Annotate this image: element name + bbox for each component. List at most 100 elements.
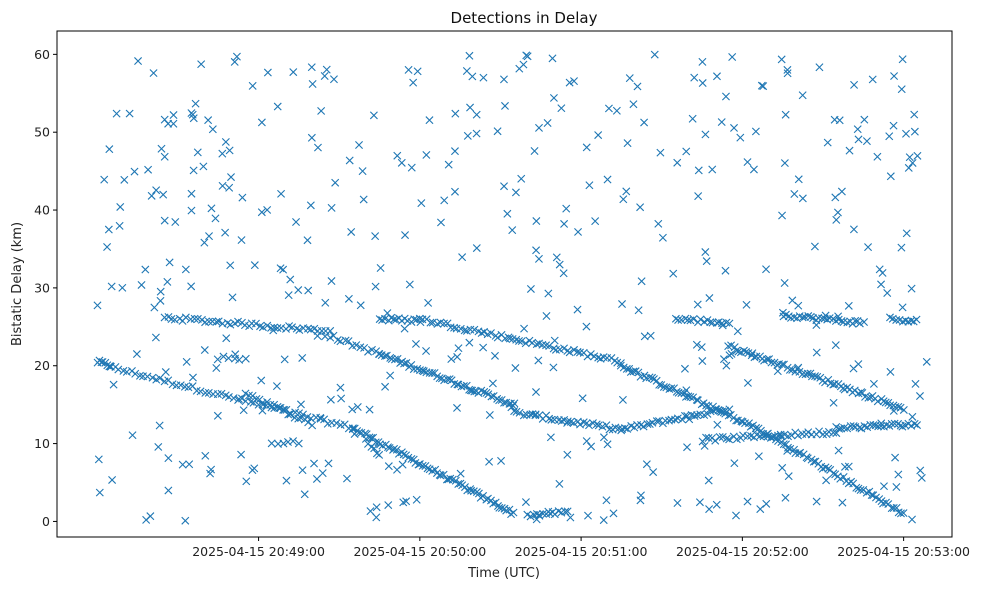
- data-point-764: [355, 141, 364, 149]
- data-point-878: [534, 356, 543, 365]
- data-point-898: [585, 181, 594, 190]
- data-point-1211: [499, 75, 508, 84]
- data-point-467: [689, 393, 698, 402]
- data-point-679: [829, 428, 838, 437]
- data-point-1166: [891, 453, 900, 462]
- data-point-1130: [146, 512, 155, 521]
- data-point-1057: [877, 419, 886, 428]
- data-point-1109: [276, 264, 285, 273]
- data-point-756: [294, 439, 303, 448]
- data-point-757: [213, 355, 222, 364]
- data-point-1012: [221, 228, 230, 237]
- data-point-939: [546, 509, 555, 518]
- data-point-896: [713, 420, 722, 429]
- data-point-1157: [559, 269, 568, 278]
- data-point-116: [460, 483, 469, 492]
- data-point-978: [837, 187, 846, 196]
- data-point-98: [418, 461, 427, 470]
- data-point-831: [181, 516, 190, 525]
- data-point-1138: [890, 72, 899, 81]
- y-axis: 0 10 20 30 40 50 60: [34, 47, 57, 529]
- data-point-981: [94, 455, 103, 464]
- data-point-1004: [303, 236, 312, 245]
- x-tick-label-4: 2025-04-15 20:53:00: [837, 544, 970, 559]
- data-point-995: [104, 225, 113, 234]
- data-point-1141: [231, 350, 240, 359]
- data-point-248: [465, 385, 474, 394]
- data-point-835: [125, 109, 134, 118]
- data-point-807: [712, 72, 721, 81]
- data-point-160: [190, 314, 199, 323]
- data-point-959: [269, 326, 278, 335]
- data-point-905: [532, 388, 540, 397]
- data-point-622: [854, 389, 863, 398]
- data-point-1094: [187, 189, 196, 198]
- data-point-1045: [93, 301, 102, 310]
- data-point-960: [570, 77, 578, 86]
- data-point-605: [811, 372, 820, 381]
- data-point-971: [160, 115, 169, 124]
- y-axis-label: Bistatic Delay (km): [10, 222, 25, 346]
- data-point-793: [777, 55, 786, 64]
- data-point-364: [378, 316, 387, 325]
- data-point-1219: [922, 357, 931, 366]
- data-point-516: [809, 457, 818, 466]
- data-point-440: [622, 364, 631, 373]
- data-point-318: [667, 415, 676, 424]
- data-point-998: [342, 474, 351, 483]
- data-point-15: [135, 371, 144, 380]
- data-point-758: [219, 352, 228, 361]
- y-tick-label-2: 20: [34, 358, 50, 373]
- data-point-564: [706, 318, 715, 327]
- data-point-935: [736, 133, 745, 142]
- data-point-1121: [841, 462, 849, 471]
- data-point-613: [830, 379, 839, 388]
- data-point-1115: [400, 324, 409, 333]
- data-point-814: [497, 456, 506, 465]
- data-point-913: [781, 493, 790, 502]
- data-point-881: [292, 218, 301, 226]
- data-point-1176: [451, 109, 460, 118]
- data-point-1191: [381, 382, 390, 391]
- data-point-792: [732, 511, 740, 520]
- data-point-669: [794, 431, 803, 440]
- data-point-1186: [719, 355, 728, 364]
- data-point-112: [451, 476, 460, 485]
- data-point-470: [697, 400, 706, 409]
- y-tick-label-3: 30: [34, 280, 50, 295]
- y-tick-label-4: 40: [34, 203, 50, 218]
- data-point-203: [344, 337, 353, 346]
- x-tick-label-1: 2025-04-15 20:50:00: [353, 544, 486, 559]
- data-point-1143: [164, 486, 173, 495]
- data-point-640: [899, 405, 908, 414]
- data-point-243: [453, 380, 462, 389]
- data-point-1085: [594, 131, 603, 140]
- data-point-1050: [425, 116, 434, 125]
- data-point-601: [801, 370, 810, 379]
- data-point-825: [493, 127, 502, 136]
- data-point-887: [280, 355, 289, 364]
- data-point-1190: [257, 118, 266, 127]
- plot-frame: [56, 30, 953, 538]
- data-point-956: [465, 51, 474, 60]
- data-point-1088: [650, 50, 659, 59]
- data-point-1168: [164, 454, 173, 463]
- data-point-973: [116, 202, 125, 211]
- data-point-1205: [854, 360, 863, 369]
- data-point-178: [256, 322, 265, 331]
- data-point-1092: [508, 226, 517, 235]
- data-point-122: [474, 489, 483, 498]
- data-point-588: [767, 358, 776, 367]
- data-point-951: [182, 357, 191, 366]
- data-point-297: [605, 425, 614, 434]
- data-point-853: [218, 181, 227, 190]
- data-point-587: [765, 355, 774, 364]
- data-point-838: [222, 334, 231, 343]
- data-point-912: [517, 174, 526, 183]
- data-point-1026: [730, 123, 739, 132]
- data-point-1133: [327, 203, 336, 212]
- data-point-845: [902, 129, 910, 138]
- data-point-1071: [468, 72, 477, 81]
- data-point-850: [324, 459, 333, 468]
- data-point-836: [118, 283, 127, 292]
